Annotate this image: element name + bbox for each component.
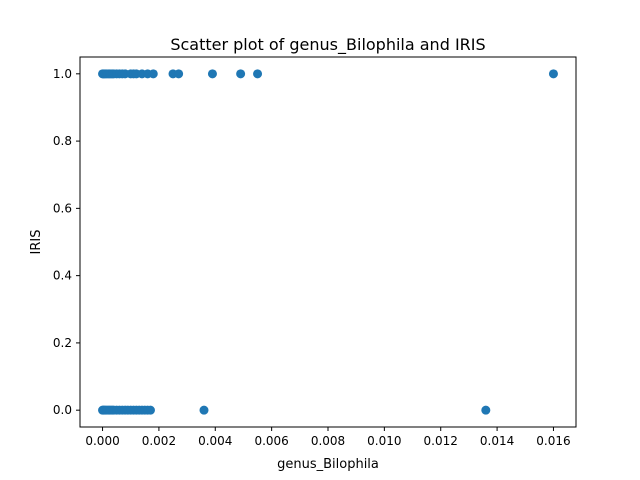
y-axis-label: IRIS — [29, 230, 44, 255]
x-tick-label: 0.008 — [311, 434, 345, 448]
scatter-point — [207, 69, 217, 79]
x-axis-label: genus_Bilophila — [277, 457, 379, 472]
y-tick-label: 0.0 — [53, 403, 72, 417]
x-tick-label: 0.012 — [424, 434, 458, 448]
x-tick-label: 0.002 — [142, 434, 176, 448]
y-tick-label: 0.4 — [53, 269, 72, 283]
y-tick-label: 0.2 — [53, 336, 72, 350]
data-points — [98, 69, 558, 415]
scatter-point — [548, 69, 558, 79]
y-tick-label: 0.6 — [53, 201, 72, 215]
x-tick-label: 0.014 — [480, 434, 514, 448]
x-tick-label: 0.006 — [254, 434, 288, 448]
scatter-point — [148, 69, 158, 79]
y-tick-label: 0.8 — [53, 134, 72, 148]
scatter-point — [199, 405, 209, 415]
scatter-point — [253, 69, 263, 79]
chart-title: Scatter plot of genus_Bilophila and IRIS — [170, 35, 485, 55]
axis-ticks: 0.000 0.002 0.004 0.006 0.008 0.010 0.012 0.014… — [53, 67, 571, 448]
scatter-point — [145, 405, 155, 415]
scatter-point — [481, 405, 491, 415]
x-tick-label: 0.000 — [85, 434, 119, 448]
x-tick-label: 0.010 — [367, 434, 401, 448]
x-tick-label: 0.004 — [198, 434, 232, 448]
x-tick-label: 0.016 — [536, 434, 570, 448]
y-tick-label: 1.0 — [53, 67, 72, 81]
scatter-point — [236, 69, 246, 79]
scatter-point — [174, 69, 184, 79]
plot-area-frame — [79, 56, 577, 428]
